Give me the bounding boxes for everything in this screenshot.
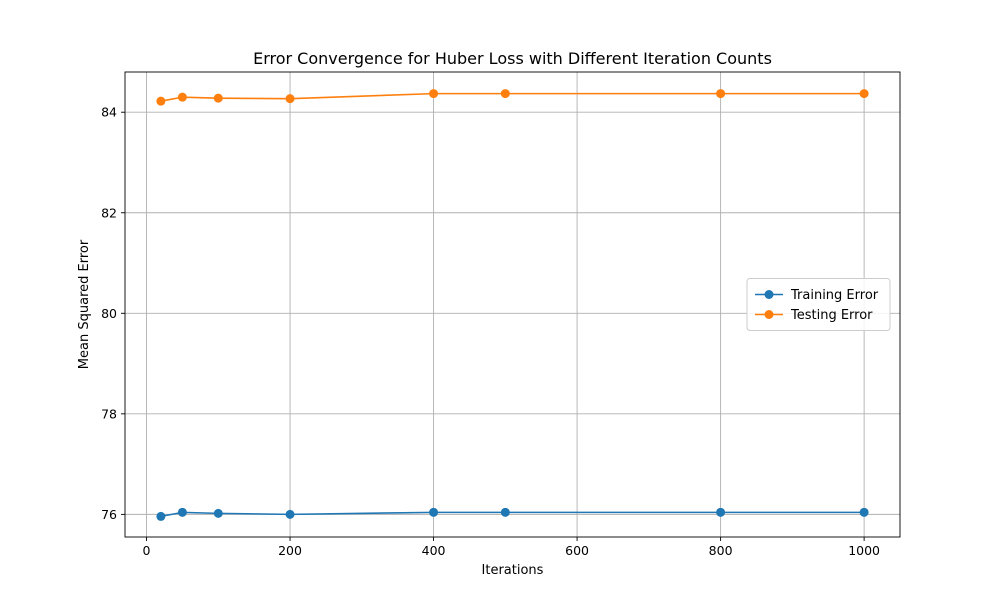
data-point [429,507,439,517]
data-point [500,89,510,99]
data-point [177,92,187,102]
data-point [156,96,166,106]
y-axis-label: Mean Squared Error [77,239,92,369]
data-point [716,507,726,517]
y-tick-label: 84 [101,105,117,120]
x-tick-label: 1000 [848,543,880,558]
data-point [285,509,295,519]
y-tick-label: 76 [101,507,117,522]
x-tick-label: 0 [143,543,151,558]
x-tick-label: 200 [278,543,302,558]
series-layer [156,89,869,521]
chart-title: Error Convergence for Huber Loss with Di… [253,49,772,68]
data-point [429,89,439,99]
x-tick-label: 600 [565,543,589,558]
legend-box [746,278,891,331]
data-point [213,508,223,518]
data-point [156,511,166,521]
y-tick-label: 78 [101,406,117,421]
legend-marker [764,310,774,319]
data-point [859,507,869,517]
x-tick-label: 800 [709,543,733,558]
data-point [177,507,187,517]
data-point [859,89,869,99]
data-point [716,89,726,99]
series-line-2 [160,92,865,102]
data-point [213,93,223,103]
y-tick-label: 82 [101,205,117,220]
legend: Training Error Testing Error [746,278,891,331]
x-axis-label: Iterations [482,563,544,578]
tick-layer: 0 200 400 600 800 1000 76 78 80 82 84 [101,105,880,558]
legend-label: Testing Error [790,308,873,323]
plot-frame [124,71,901,538]
data-point [500,507,510,517]
data-point [285,94,295,104]
legend-marker [764,290,774,299]
y-tick-label: 80 [101,306,117,321]
series-line-1 [160,511,865,518]
x-tick-label: 400 [422,543,446,558]
legend-label: Training Error [790,288,879,303]
